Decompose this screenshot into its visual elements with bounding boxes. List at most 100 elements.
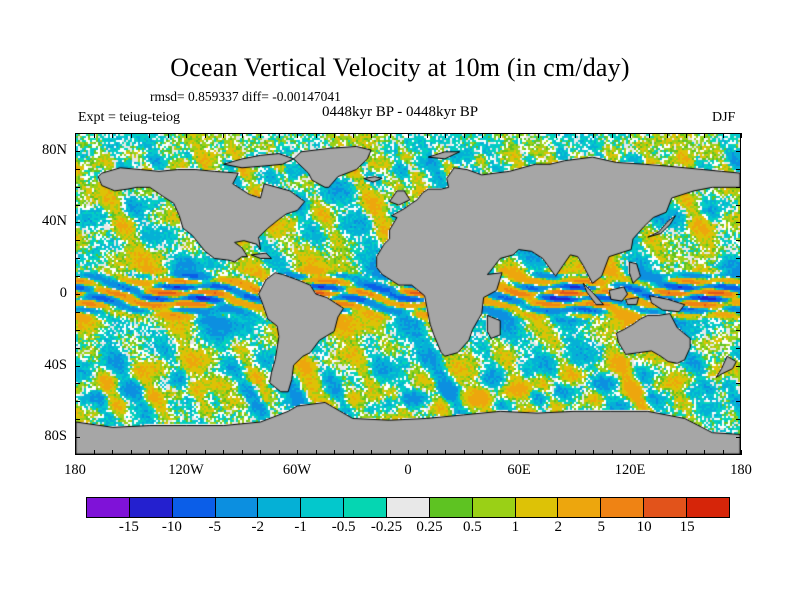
colorbar-band-8 <box>429 498 473 517</box>
y-axis-tick <box>736 276 741 277</box>
x-axis-tick <box>168 450 169 455</box>
colorbar <box>86 497 730 518</box>
y-axis-tick <box>736 187 741 188</box>
y-axis-tick <box>75 437 80 438</box>
x-axis-tick <box>723 450 724 455</box>
x-axis-tick <box>279 450 280 455</box>
x-axis-tick <box>445 450 446 455</box>
colorbar-tick-6: -0.25 <box>370 519 403 535</box>
x-axis-tick <box>334 450 335 455</box>
colorbar-tick-0: -15 <box>118 519 139 535</box>
x-axis-tick <box>649 450 650 455</box>
y-axis-label: 80S <box>44 428 67 445</box>
colorbar-tick-7: 0.25 <box>416 519 443 535</box>
y-axis-tick <box>736 401 741 402</box>
x-axis-tick <box>205 133 206 138</box>
x-axis-tick <box>741 450 742 455</box>
colorbar-tick-9: 1 <box>511 519 520 535</box>
colorbar-band-10 <box>515 498 559 517</box>
x-axis-tick <box>75 450 76 455</box>
x-axis-tick <box>500 450 501 455</box>
colorbar-band-9 <box>472 498 516 517</box>
x-axis-tick <box>723 133 724 138</box>
y-axis-tick <box>75 258 80 259</box>
x-axis-label: 180 <box>730 462 752 478</box>
y-axis-tick <box>75 276 80 277</box>
x-axis-tick <box>353 133 354 138</box>
x-axis-tick <box>686 450 687 455</box>
y-axis-tick <box>736 383 741 384</box>
y-axis-tick <box>736 348 741 349</box>
colorbar-band-4 <box>258 498 302 517</box>
colorbar-tick-8: 0.5 <box>463 519 482 535</box>
page-title: Ocean Vertical Velocity at 10m (in cm/da… <box>170 53 630 82</box>
x-axis-tick <box>316 450 317 455</box>
x-axis-tick <box>186 450 187 455</box>
x-axis-tick <box>612 133 613 138</box>
y-axis-tick <box>736 437 741 438</box>
colorbar-tick-3: -2 <box>251 519 264 535</box>
y-axis-tick <box>75 366 80 367</box>
colorbar-tick-12: 10 <box>636 519 652 535</box>
x-axis-tick <box>353 450 354 455</box>
y-axis-tick <box>736 330 741 331</box>
colorbar-band-12 <box>601 498 645 517</box>
y-axis-label: 40N <box>42 213 67 230</box>
vertical-velocity-heatmap <box>76 134 740 454</box>
x-axis-tick <box>131 133 132 138</box>
x-axis-tick <box>482 450 483 455</box>
y-axis-tick <box>75 383 80 384</box>
x-axis-tick <box>686 133 687 138</box>
x-axis-tick <box>445 133 446 138</box>
colorbar-tick-4: -1 <box>294 519 307 535</box>
x-axis-tick <box>408 450 409 455</box>
colorbar-band-5 <box>301 498 345 517</box>
x-axis-tick <box>704 450 705 455</box>
x-axis-tick <box>500 133 501 138</box>
x-axis-tick <box>538 133 539 138</box>
x-axis-tick <box>593 133 594 138</box>
season-label: DJF <box>712 110 736 125</box>
x-axis-tick <box>205 450 206 455</box>
x-axis-label: 120E <box>614 462 646 478</box>
y-axis-tick <box>75 187 80 188</box>
y-axis-tick <box>736 169 741 170</box>
rmsd-statistics-label: rmsd= 0.859337 diff= -0.00147041 <box>150 89 341 104</box>
x-axis-tick <box>556 133 557 138</box>
y-axis-tick <box>75 151 80 152</box>
map-plot-area <box>75 133 741 455</box>
colorbar-band-3 <box>215 498 259 517</box>
x-axis-tick <box>427 133 428 138</box>
y-axis-tick <box>736 240 741 241</box>
y-axis-tick <box>75 330 80 331</box>
y-axis-tick <box>75 222 80 223</box>
y-axis-tick <box>736 419 741 420</box>
y-axis-tick <box>736 294 741 295</box>
x-axis-label: 60E <box>507 462 531 478</box>
colorbar-band-2 <box>172 498 216 517</box>
y-axis-label: 0 <box>59 285 67 301</box>
y-axis-tick <box>75 240 80 241</box>
colorbar-band-0 <box>87 498 130 517</box>
x-axis-tick <box>94 133 95 138</box>
x-axis-tick <box>519 133 520 138</box>
y-axis-tick <box>736 366 741 367</box>
y-axis-tick <box>75 294 80 295</box>
x-axis-tick <box>464 133 465 138</box>
x-axis-label: 120W <box>168 462 204 478</box>
x-axis-tick <box>260 133 261 138</box>
x-axis-label: 0 <box>404 462 412 478</box>
x-axis-tick <box>630 133 631 138</box>
x-axis-tick <box>75 133 76 138</box>
colorbar-band-11 <box>558 498 602 517</box>
y-axis-tick <box>736 312 741 313</box>
x-axis-tick <box>667 133 668 138</box>
colorbar-band-13 <box>644 498 688 517</box>
x-axis-tick <box>427 450 428 455</box>
x-axis-tick <box>704 133 705 138</box>
y-axis-tick <box>75 401 80 402</box>
colorbar-tick-2: -5 <box>208 519 222 535</box>
y-axis-tick <box>736 151 741 152</box>
x-axis-tick <box>649 133 650 138</box>
colorbar-tick-13: 15 <box>679 519 695 535</box>
